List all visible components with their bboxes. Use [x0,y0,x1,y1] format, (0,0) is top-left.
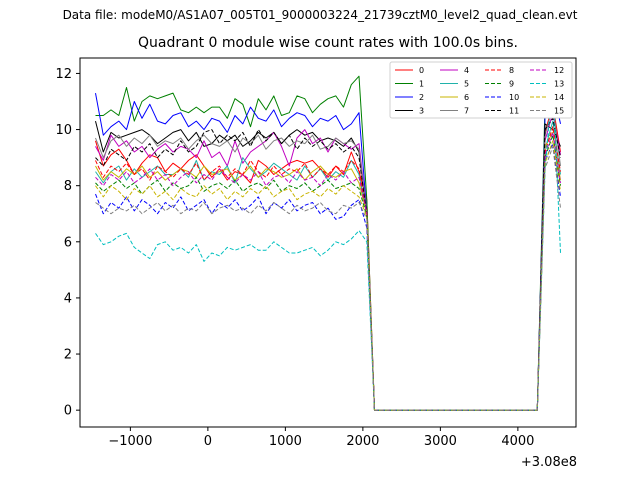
x-axis-offset-label: +3.08e8 [521,455,577,470]
y-tick-label: 8 [64,179,72,194]
legend-label-13: 13 [554,80,564,89]
chart-title: Quadrant 0 module wise count rates with … [138,35,518,51]
y-axis: 0 2 4 6 8 10 12 [55,67,80,419]
legend-label-1: 1 [419,80,424,89]
series-line-10 [95,143,561,411]
series-line-15 [95,145,561,411]
x-tick-label: 0 [204,434,212,449]
series-line-13 [95,75,561,411]
legend-label-11: 11 [509,107,519,116]
series-line-5 [95,120,561,411]
legend-label-3: 3 [419,107,424,116]
x-tick-label: 2000 [346,434,379,449]
x-axis: −1000 0 1000 2000 3000 4000 [108,427,534,449]
x-tick-label: 4000 [501,434,534,449]
data-file-suptitle: Data file: modeM0/AS1A07_005T01_90000032… [62,8,578,22]
legend-label-10: 10 [509,93,519,102]
series-line-0 [95,103,561,411]
y-tick-label: 10 [55,123,72,138]
axes-frame [79,57,577,428]
series-line-4 [95,112,561,411]
y-tick-label: 12 [55,67,72,82]
series-lines [95,75,561,411]
x-tick-label: 3000 [424,434,457,449]
x-tick-label: −1000 [108,434,152,449]
y-tick-label: 6 [64,235,72,250]
legend-box [389,61,573,119]
series-line-3 [95,120,561,411]
legend-label-6: 6 [464,93,469,102]
legend-label-14: 14 [554,93,564,102]
y-tick-label: 0 [64,404,72,419]
legend-label-12: 12 [554,66,564,75]
series-line-2 [95,87,561,411]
legend-label-4: 4 [464,66,469,75]
legend-label-15: 15 [554,107,564,116]
series-line-14 [95,140,561,411]
legend-label-0: 0 [419,66,424,75]
plot-area [95,75,561,411]
series-line-9 [95,134,561,411]
legend-label-8: 8 [509,66,514,75]
series-line-7 [95,106,561,411]
legend-label-7: 7 [464,107,469,116]
series-line-8 [95,126,561,411]
legend-label-2: 2 [419,93,424,102]
y-tick-label: 4 [64,291,72,306]
y-tick-label: 2 [64,348,72,363]
legend-label-5: 5 [464,80,469,89]
x-tick-label: 1000 [269,434,302,449]
legend-label-9: 9 [509,80,514,89]
series-line-11 [95,117,561,411]
series-line-1 [95,75,561,411]
